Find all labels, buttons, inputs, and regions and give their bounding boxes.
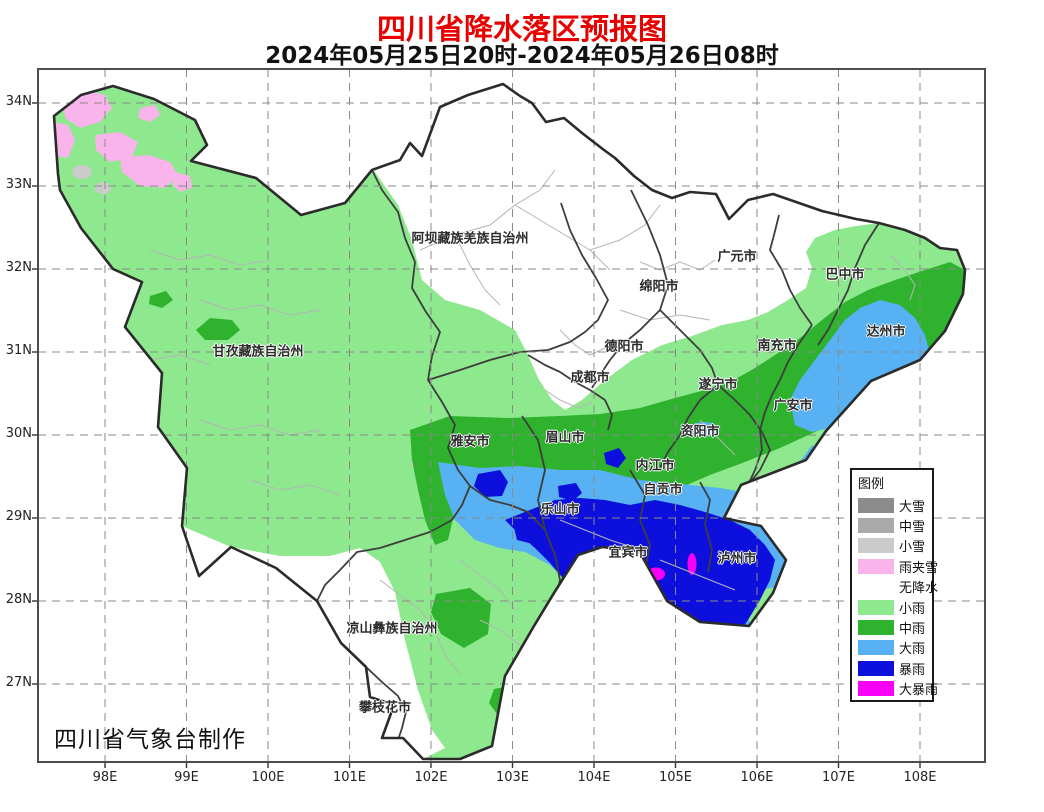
legend-item: 小雪 [858,536,932,556]
lon-tick-label: 101E [332,770,367,785]
city-label: 凉山彝族自治州 [346,621,438,637]
city-label: 巴中市 [825,267,865,283]
city-label: 广安市 [773,398,813,414]
city-label: 甘孜藏族自治州 [212,344,304,360]
lat-tick-label: 27N [5,675,32,690]
region-light-snow-spots [72,165,111,194]
region-heavy-rain-ziyang-spot [690,422,718,436]
city-label: 乐山市 [540,502,580,518]
forecast-period: 2024年05月25日20时-2024年05月26日08时 [265,43,779,69]
legend-item: 小雨 [858,597,932,617]
legend-swatch-severe_storm [858,681,894,697]
region-no-precip-north [372,84,879,410]
legend-item: 大雪 [858,495,932,515]
lon-tick-label: 99E [174,770,199,785]
legend-rows: 大雪中雪小雪雨夹雪无降水小雨中雨大雨暴雨大暴雨 [858,495,938,699]
lon-tick-label: 98E [92,770,118,785]
lat-tick-label: 29N [5,509,32,524]
legend-title: 图例 [858,477,885,492]
legend-swatch-moderate_rain [858,620,894,636]
lat-tick-label: 30N [5,426,32,441]
city-label: 达州市 [866,324,906,340]
lon-tick-label: 103E [495,770,530,785]
lon-tick-label: 106E [740,770,774,785]
legend-item: 暴雨 [858,658,932,678]
lon-tick-label: 104E [577,770,611,785]
legend-swatch-light_rain [858,599,894,615]
legend-box: 图例 大雪中雪小雪雨夹雪无降水小雨中雨大雨暴雨大暴雨 [850,468,938,702]
city-label: 宜宾市 [608,545,648,561]
city-label: 广元市 [717,249,757,265]
legend-item: 大暴雨 [858,679,938,699]
city-label: 自贡市 [643,482,683,498]
lon-tick-label: 108E [903,770,937,785]
city-label: 德阳市 [604,339,644,355]
lon-tick-label: 100E [251,770,285,785]
lat-tick-label: 34N [5,94,32,109]
region-no-precip-southwest [182,526,445,759]
legend-item: 中雨 [858,617,932,637]
city-label: 绵阳市 [639,279,679,295]
legend-swatch-heavy_rain [858,640,894,656]
legend-swatch-storm [858,660,894,676]
legend-label: 大暴雨 [899,683,939,699]
legend-swatch-sleet [858,558,894,574]
legend-swatch-moderate_snow [858,518,894,534]
legend-label: 暴雨 [899,662,926,678]
region-heavy-rain-northeast [790,300,955,432]
city-label: 遂宁市 [698,377,738,393]
lat-tick-label: 28N [5,592,32,607]
legend-label: 雨夹雪 [899,560,939,576]
legend-swatch-light_snow [858,538,894,554]
plot-frame [37,68,986,763]
legend-item: 中雪 [858,515,932,535]
credit-text: 四川省气象台制作 [54,727,246,753]
legend-item: 雨夹雪 [858,556,938,576]
city-label: 阿坝藏族羌族自治州 [411,231,529,247]
page-title: 四川省降水落区预报图 [376,12,667,46]
city-label: 泸州市 [717,551,757,567]
province-outline [52,82,967,761]
legend-swatch-heavy_snow [858,497,894,513]
city-label: 资阳市 [680,424,720,440]
lon-tick-label: 105E [658,770,693,785]
city-label: 雅安市 [450,434,490,450]
legend-label: 无降水 [899,581,939,597]
legend-swatch-none [858,579,894,595]
legend-label: 小雨 [899,601,926,617]
city-label: 眉山市 [545,430,585,446]
lat-tick-label: 33N [5,177,32,192]
legend-label: 小雪 [899,540,926,556]
lat-tick-label: 32N [5,260,32,275]
legend-label: 中雨 [899,622,926,638]
region-sleet-patches [54,90,419,468]
legend-label: 中雪 [899,520,926,536]
lon-tick-label: 102E [414,770,448,785]
legend-label: 大雪 [899,499,926,515]
lat-tick-label: 31N [5,343,32,358]
legend-item: 无降水 [858,577,938,597]
lon-tick-label: 107E [821,770,856,785]
legend-label: 大雨 [899,642,926,658]
city-label: 南充市 [757,338,797,354]
city-label: 成都市 [570,370,610,386]
city-label: 内江市 [635,458,675,474]
city-label: 攀枝花市 [358,700,412,716]
legend-item: 大雨 [858,638,932,658]
